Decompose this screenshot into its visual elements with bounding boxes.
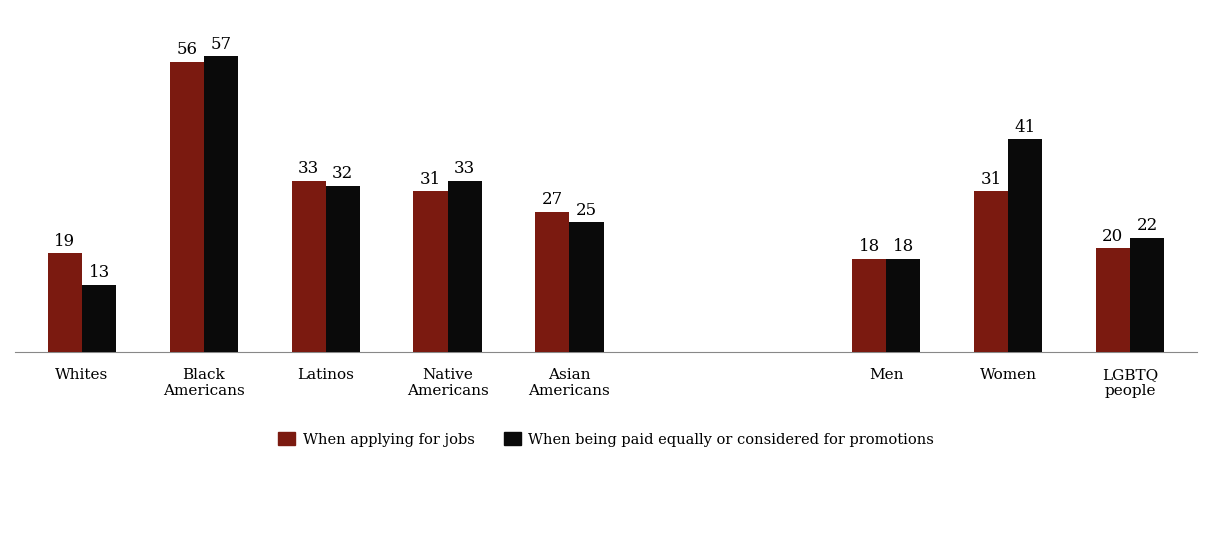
Text: 19: 19 xyxy=(55,233,75,250)
Bar xyxy=(292,181,326,352)
Bar xyxy=(1096,248,1130,352)
Text: 22: 22 xyxy=(1137,217,1157,234)
Text: 18: 18 xyxy=(893,238,914,255)
Bar xyxy=(886,258,920,352)
Text: 32: 32 xyxy=(332,166,354,183)
Text: 31: 31 xyxy=(419,171,441,187)
Bar xyxy=(170,61,204,352)
Text: 33: 33 xyxy=(298,160,319,177)
Bar xyxy=(48,254,82,352)
Bar xyxy=(1008,139,1042,352)
Bar xyxy=(974,191,1008,352)
Text: 41: 41 xyxy=(1014,119,1036,136)
Text: 56: 56 xyxy=(176,41,198,58)
Text: 20: 20 xyxy=(1102,227,1124,245)
Bar xyxy=(570,222,604,352)
Text: 18: 18 xyxy=(858,238,880,255)
Legend: When applying for jobs, When being paid equally or considered for promotions: When applying for jobs, When being paid … xyxy=(271,426,941,452)
Bar xyxy=(447,181,481,352)
Text: 33: 33 xyxy=(454,160,475,177)
Bar xyxy=(536,212,570,352)
Text: 13: 13 xyxy=(88,264,110,281)
Bar xyxy=(413,191,447,352)
Bar xyxy=(204,57,238,352)
Text: 31: 31 xyxy=(981,171,1001,187)
Bar xyxy=(852,258,886,352)
Text: 27: 27 xyxy=(542,191,564,208)
Bar xyxy=(1130,238,1164,352)
Bar xyxy=(82,285,116,352)
Bar xyxy=(326,186,360,352)
Text: 57: 57 xyxy=(211,36,231,53)
Text: 25: 25 xyxy=(576,202,598,219)
